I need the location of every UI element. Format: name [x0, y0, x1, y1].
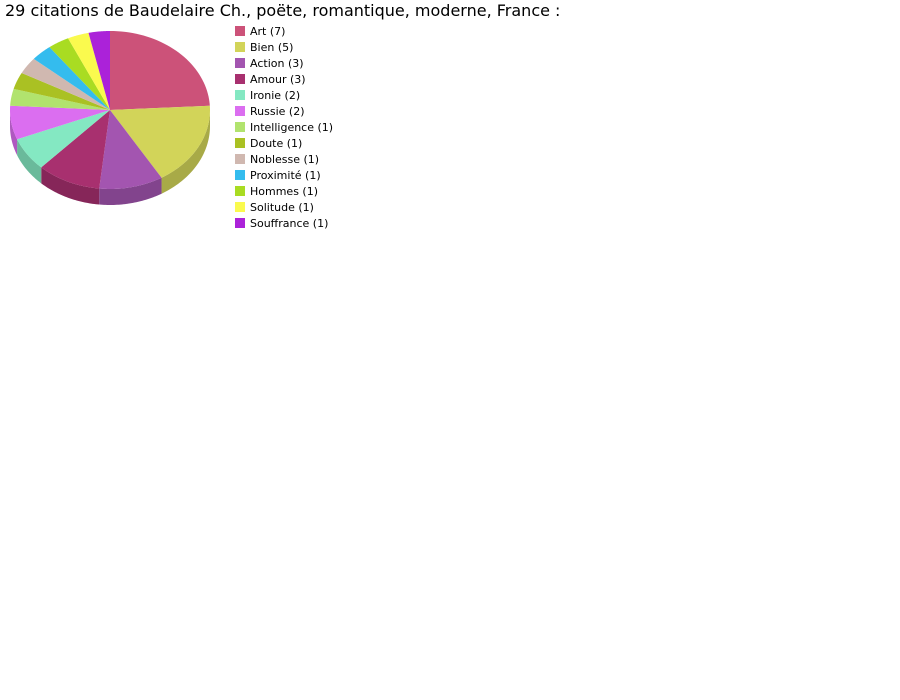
legend-swatch: [235, 138, 245, 148]
legend-swatch: [235, 122, 245, 132]
legend-item: Noblesse (1): [235, 151, 333, 167]
pie-slice[interactable]: [110, 105, 210, 178]
legend-item: Doute (1): [235, 135, 333, 151]
pie-slice[interactable]: [13, 73, 110, 110]
legend-swatch: [235, 26, 245, 36]
legend-swatch: [235, 74, 245, 84]
legend-item: Hommes (1): [235, 183, 333, 199]
pie-slice[interactable]: [10, 88, 110, 110]
legend-label: Ironie (2): [250, 88, 301, 102]
legend-label: Russie (2): [250, 104, 305, 118]
legend-label: Proximité (1): [250, 168, 321, 182]
pie-slice-side: [161, 110, 210, 194]
pie-slice-side: [17, 139, 42, 184]
legend-label: Noblesse (1): [250, 152, 320, 166]
legend-label: Bien (5): [250, 40, 294, 54]
legend-label: Action (3): [250, 56, 304, 70]
legend-label: Souffrance (1): [250, 216, 329, 230]
legend-item: Action (3): [235, 55, 333, 71]
legend-swatch: [235, 90, 245, 100]
legend-item: Ironie (2): [235, 87, 333, 103]
pie-slice[interactable]: [110, 31, 210, 110]
pie-chart: [10, 31, 210, 205]
pie-slice-side: [99, 177, 162, 205]
legend-label: Doute (1): [250, 136, 303, 150]
legend-swatch: [235, 106, 245, 116]
pie-slice[interactable]: [21, 58, 110, 110]
legend-label: Art (7): [250, 24, 286, 38]
legend-label: Hommes (1): [250, 184, 319, 198]
legend-swatch: [235, 170, 245, 180]
pie-slice[interactable]: [10, 105, 110, 140]
pie-slice-side: [41, 167, 100, 205]
legend-item: Souffrance (1): [235, 215, 333, 231]
legend-swatch: [235, 186, 245, 196]
pie-slice[interactable]: [17, 110, 111, 168]
legend-item: Art (7): [235, 23, 333, 39]
legend-swatch: [235, 58, 245, 68]
legend-item: Amour (3): [235, 71, 333, 87]
legend-item: Proximité (1): [235, 167, 333, 183]
pie-slice[interactable]: [68, 32, 110, 110]
pie-slice-side: [10, 110, 18, 156]
legend-item: Russie (2): [235, 103, 333, 119]
legend-label: Amour (3): [250, 72, 306, 86]
legend-swatch: [235, 218, 245, 228]
legend: Art (7) Bien (5) Action (3) Amour (3) Ironie…: [235, 23, 333, 231]
legend-item: Solitude (1): [235, 199, 333, 215]
legend-label: Intelligence (1): [250, 120, 334, 134]
legend-item: Intelligence (1): [235, 119, 333, 135]
chart-title: 29 citations de Baudelaire Ch., poëte, r…: [5, 1, 561, 20]
pie-slice[interactable]: [99, 110, 162, 189]
legend-item: Bien (5): [235, 39, 333, 55]
legend-swatch: [235, 202, 245, 212]
legend-swatch: [235, 42, 245, 52]
legend-swatch: [235, 154, 245, 164]
pie-slice[interactable]: [88, 31, 111, 110]
pie-slice[interactable]: [49, 38, 110, 110]
pie-slice[interactable]: [33, 47, 110, 110]
legend-label: Solitude (1): [250, 200, 314, 214]
pie-slice[interactable]: [41, 110, 111, 189]
